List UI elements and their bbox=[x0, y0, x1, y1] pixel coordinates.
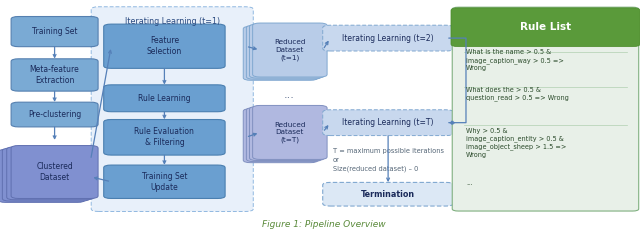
FancyBboxPatch shape bbox=[253, 105, 327, 159]
FancyBboxPatch shape bbox=[452, 7, 639, 211]
Text: Feature
Selection: Feature Selection bbox=[147, 36, 182, 56]
FancyBboxPatch shape bbox=[250, 24, 324, 78]
Text: Iterating Learning (t=1): Iterating Learning (t=1) bbox=[125, 17, 220, 26]
FancyBboxPatch shape bbox=[3, 148, 90, 201]
Text: What is the name > 0.5 &
image_caption_way > 0.5 =>
Wrong: What is the name > 0.5 & image_caption_w… bbox=[466, 49, 564, 71]
Text: Why > 0.5 &
image_caption_entity > 0.5 &
image_object_sheep > 1.5 =>
Wrong: Why > 0.5 & image_caption_entity > 0.5 &… bbox=[466, 128, 566, 158]
Text: ...: ... bbox=[466, 180, 472, 186]
Text: T = maximum possible iterations
or
Size(reduced dataset) – 0: T = maximum possible iterations or Size(… bbox=[333, 148, 444, 172]
FancyBboxPatch shape bbox=[451, 8, 640, 47]
FancyBboxPatch shape bbox=[11, 146, 98, 199]
FancyBboxPatch shape bbox=[92, 7, 253, 211]
FancyBboxPatch shape bbox=[246, 25, 321, 79]
Text: Rule List: Rule List bbox=[520, 22, 571, 32]
FancyBboxPatch shape bbox=[253, 23, 327, 77]
Text: Training Set: Training Set bbox=[32, 27, 77, 36]
Text: Iterating Learning (t=T): Iterating Learning (t=T) bbox=[342, 118, 434, 127]
FancyBboxPatch shape bbox=[323, 25, 454, 51]
FancyBboxPatch shape bbox=[243, 109, 317, 163]
FancyBboxPatch shape bbox=[0, 150, 85, 202]
Text: Reduced
Dataset
(t=1): Reduced Dataset (t=1) bbox=[274, 39, 306, 61]
Text: Reduced
Dataset
(t=T): Reduced Dataset (t=T) bbox=[274, 122, 306, 143]
Text: Rule Evaluation
& Filtering: Rule Evaluation & Filtering bbox=[134, 127, 195, 147]
FancyBboxPatch shape bbox=[11, 102, 98, 127]
FancyBboxPatch shape bbox=[250, 106, 324, 161]
FancyBboxPatch shape bbox=[104, 85, 225, 112]
Text: Pre-clustering: Pre-clustering bbox=[28, 110, 81, 119]
FancyBboxPatch shape bbox=[243, 26, 317, 80]
Text: Clustered
Dataset: Clustered Dataset bbox=[36, 162, 73, 182]
FancyBboxPatch shape bbox=[104, 120, 225, 155]
FancyBboxPatch shape bbox=[104, 24, 225, 68]
Text: Iterating Learning (t=2): Iterating Learning (t=2) bbox=[342, 34, 434, 43]
Text: Termination: Termination bbox=[361, 190, 415, 199]
FancyBboxPatch shape bbox=[7, 147, 93, 200]
FancyBboxPatch shape bbox=[246, 108, 321, 162]
FancyBboxPatch shape bbox=[323, 110, 454, 136]
FancyBboxPatch shape bbox=[11, 16, 98, 47]
FancyBboxPatch shape bbox=[323, 183, 454, 206]
FancyBboxPatch shape bbox=[104, 165, 225, 199]
Text: Meta-feature
Extraction: Meta-feature Extraction bbox=[29, 65, 79, 85]
Text: Training Set
Update: Training Set Update bbox=[141, 172, 187, 192]
Text: Rule Learning: Rule Learning bbox=[138, 94, 191, 103]
Text: ...: ... bbox=[284, 90, 295, 100]
FancyBboxPatch shape bbox=[11, 59, 98, 91]
Text: What does the > 0.5 &
question_read > 0.5 => Wrong: What does the > 0.5 & question_read > 0.… bbox=[466, 87, 569, 101]
Text: Figure 1: Pipeline Overview: Figure 1: Pipeline Overview bbox=[262, 220, 386, 229]
